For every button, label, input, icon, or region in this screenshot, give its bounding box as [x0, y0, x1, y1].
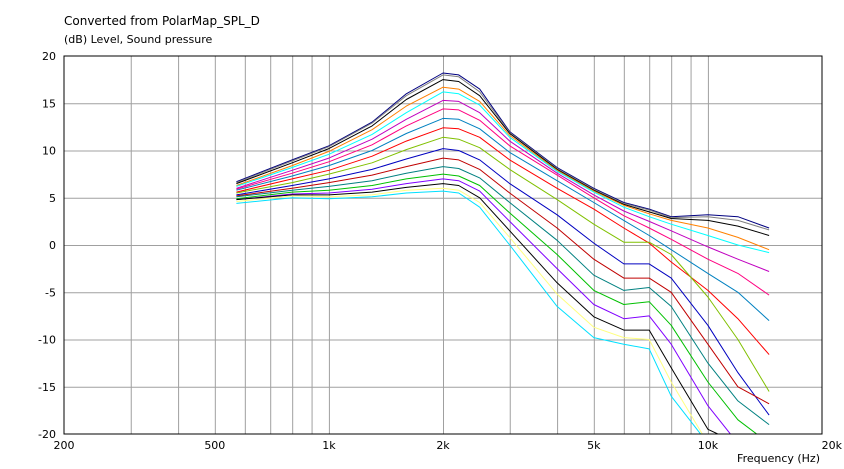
y-tick-label: 15: [42, 97, 56, 110]
series-line-10: [236, 136, 770, 392]
y-tick-label: 0: [49, 239, 56, 252]
chart-subtitle: (dB) Level, Sound pressure: [64, 33, 213, 46]
y-tick-label: -20: [38, 428, 56, 441]
grid: [64, 56, 822, 434]
plot-frame: [63, 55, 823, 435]
series-line-15: [236, 178, 732, 434]
series-line-8: [236, 117, 770, 321]
series-line-7: [236, 108, 770, 296]
x-tick-label: 10k: [698, 439, 719, 452]
series-line-1: [236, 72, 770, 229]
y-tick-label: 5: [49, 192, 56, 205]
series-line-12: [236, 157, 770, 405]
x-axis: 200 500 1k 2k 5k 10k 20k: [54, 439, 843, 452]
y-axis: 20 15 10 5 0 -5 -10 -15 -20: [38, 50, 56, 441]
x-tick-label: 5k: [587, 439, 601, 452]
series-line-5: [236, 91, 770, 254]
y-tick-label: 20: [42, 50, 56, 63]
series-line-6: [236, 99, 770, 272]
x-tick-label: 2k: [436, 439, 450, 452]
y-tick-label: -15: [38, 381, 56, 394]
y-tick-label: -5: [45, 286, 56, 299]
y-tick-label: -10: [38, 334, 56, 347]
series-line-14: [236, 173, 758, 434]
series-line-3: [236, 79, 770, 236]
y-tick-label: 10: [42, 145, 56, 158]
x-tick-label: 500: [204, 439, 225, 452]
series-line-17: [236, 187, 703, 434]
series-line-16: [236, 183, 720, 434]
chart-title: Converted from PolarMap_SPL_D: [64, 14, 260, 28]
series-line-2: [236, 74, 770, 231]
series-line-13: [236, 166, 770, 425]
series-group: [236, 72, 770, 434]
series-line-11: [236, 148, 770, 416]
x-tick-label: 1k: [322, 439, 336, 452]
x-tick-label: 200: [54, 439, 75, 452]
x-tick-label: 20k: [822, 439, 843, 452]
x-axis-label: Frequency (Hz): [737, 452, 820, 465]
series-line-4: [236, 86, 770, 251]
series-line-18: [236, 190, 702, 434]
series-line-9: [236, 127, 770, 355]
